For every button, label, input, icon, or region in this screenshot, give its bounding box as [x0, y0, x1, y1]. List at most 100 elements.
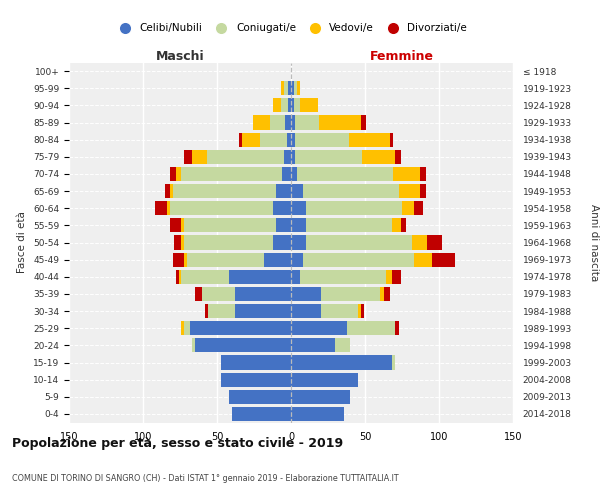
- Bar: [295, 150, 362, 164]
- Bar: [170, 218, 181, 232]
- Bar: [291, 252, 303, 266]
- Bar: [297, 167, 393, 181]
- Bar: [181, 167, 282, 181]
- Bar: [319, 116, 361, 130]
- Bar: [291, 98, 294, 112]
- Bar: [192, 150, 206, 164]
- Bar: [349, 132, 390, 146]
- Bar: [287, 132, 291, 146]
- Bar: [229, 390, 291, 404]
- Bar: [390, 132, 393, 146]
- Bar: [291, 287, 320, 301]
- Bar: [291, 390, 350, 404]
- Bar: [176, 270, 179, 284]
- Bar: [190, 321, 291, 335]
- Bar: [395, 150, 401, 164]
- Bar: [195, 338, 291, 352]
- Bar: [288, 98, 291, 112]
- Bar: [170, 167, 176, 181]
- Bar: [235, 304, 291, 318]
- Bar: [273, 236, 291, 250]
- Bar: [184, 218, 276, 232]
- Bar: [179, 270, 181, 284]
- Bar: [291, 201, 306, 215]
- Bar: [392, 218, 401, 232]
- Bar: [284, 81, 288, 95]
- Bar: [239, 132, 242, 146]
- Bar: [291, 321, 347, 335]
- Bar: [320, 304, 358, 318]
- Bar: [173, 184, 276, 198]
- Bar: [184, 321, 190, 335]
- Bar: [431, 252, 455, 266]
- Bar: [235, 287, 291, 301]
- Bar: [384, 287, 390, 301]
- Bar: [291, 218, 306, 232]
- Bar: [281, 98, 288, 112]
- Bar: [295, 132, 349, 146]
- Bar: [386, 270, 392, 284]
- Bar: [291, 184, 303, 198]
- Bar: [306, 236, 412, 250]
- Bar: [284, 150, 291, 164]
- Bar: [170, 184, 173, 198]
- Bar: [303, 184, 399, 198]
- Bar: [184, 150, 192, 164]
- Bar: [291, 132, 295, 146]
- Bar: [285, 116, 291, 130]
- Bar: [291, 150, 295, 164]
- Bar: [291, 236, 306, 250]
- Bar: [291, 270, 300, 284]
- Text: Popolazione per età, sesso e stato civile - 2019: Popolazione per età, sesso e stato civil…: [12, 438, 343, 450]
- Bar: [205, 304, 208, 318]
- Bar: [155, 201, 167, 215]
- Bar: [276, 184, 291, 198]
- Y-axis label: Fasce di età: Fasce di età: [17, 212, 28, 274]
- Bar: [295, 116, 319, 130]
- Bar: [291, 81, 294, 95]
- Bar: [229, 270, 291, 284]
- Bar: [174, 236, 181, 250]
- Bar: [181, 236, 184, 250]
- Bar: [361, 304, 364, 318]
- Bar: [221, 372, 291, 386]
- Bar: [335, 338, 350, 352]
- Legend: Celibi/Nubili, Coniugati/e, Vedovi/e, Divorziati/e: Celibi/Nubili, Coniugati/e, Vedovi/e, Di…: [110, 19, 472, 38]
- Bar: [300, 270, 386, 284]
- Bar: [294, 81, 297, 95]
- Bar: [184, 236, 273, 250]
- Bar: [392, 270, 401, 284]
- Text: Maschi: Maschi: [155, 50, 205, 64]
- Bar: [242, 132, 260, 146]
- Bar: [276, 218, 291, 232]
- Bar: [291, 356, 392, 370]
- Bar: [270, 116, 285, 130]
- Bar: [173, 252, 184, 266]
- Bar: [303, 252, 414, 266]
- Bar: [306, 201, 402, 215]
- Bar: [412, 236, 427, 250]
- Bar: [306, 218, 392, 232]
- Bar: [361, 116, 367, 130]
- Bar: [208, 304, 235, 318]
- Bar: [291, 116, 295, 130]
- Bar: [291, 372, 358, 386]
- Bar: [402, 201, 414, 215]
- Bar: [281, 81, 284, 95]
- Bar: [347, 321, 395, 335]
- Bar: [320, 287, 380, 301]
- Bar: [300, 98, 317, 112]
- Bar: [195, 287, 202, 301]
- Bar: [181, 218, 184, 232]
- Bar: [181, 270, 229, 284]
- Bar: [265, 252, 291, 266]
- Bar: [165, 184, 170, 198]
- Bar: [414, 201, 423, 215]
- Bar: [420, 184, 425, 198]
- Bar: [358, 304, 361, 318]
- Bar: [288, 81, 291, 95]
- Bar: [401, 218, 406, 232]
- Bar: [221, 356, 291, 370]
- Bar: [176, 167, 181, 181]
- Bar: [206, 150, 284, 164]
